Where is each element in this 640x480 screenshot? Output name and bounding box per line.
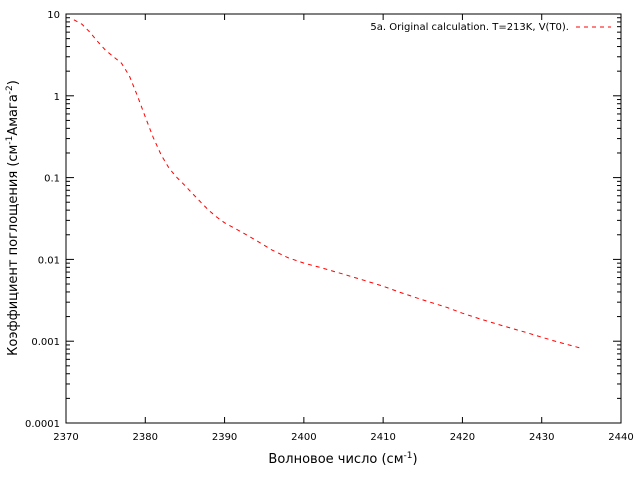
y-tick-label: 10 <box>47 10 60 21</box>
x-axis-label-sup: -1 <box>404 451 413 461</box>
x-tick-label: 2440 <box>608 432 633 443</box>
x-tick-label: 2380 <box>133 432 158 443</box>
x-tick-label: 2430 <box>529 432 554 443</box>
axis-ticks <box>65 13 622 424</box>
y-tick-label: 0.0001 <box>25 419 60 430</box>
y-tick-label: 1 <box>54 92 60 103</box>
y-axis-label-sup-1: -1 <box>5 136 15 145</box>
x-axis-label-tail: ) <box>412 452 417 467</box>
y-tick-label: 0.001 <box>31 337 60 348</box>
x-axis-label: Волновое число (см-1) <box>268 451 417 467</box>
x-tick-label: 2390 <box>212 432 237 443</box>
y-axis-label-unit: Амага <box>6 94 21 135</box>
x-tick-label: 2400 <box>291 432 316 443</box>
y-tick-label: 0.01 <box>38 255 60 266</box>
y-tick-labels: 10 1 0.1 0.01 0.001 0.0001 <box>25 10 60 430</box>
legend: 5a. Original calculation. T=213K, V(T0). <box>370 22 611 33</box>
legend-label: 5a. Original calculation. T=213K, V(T0). <box>370 22 569 33</box>
y-axis-label-tail: ) <box>6 80 21 85</box>
x-tick-label: 2370 <box>53 432 78 443</box>
plot-frame <box>65 13 622 424</box>
y-tick-label: 0.1 <box>44 174 60 185</box>
y-axis-label-sup-2: -2 <box>5 85 15 94</box>
x-tick-labels: 2370 2380 2390 2400 2410 2420 2430 2440 <box>53 432 633 443</box>
series-group <box>73 19 582 349</box>
series-line <box>73 19 582 349</box>
x-tick-label: 2420 <box>450 432 475 443</box>
x-tick-label: 2410 <box>370 432 395 443</box>
y-axis-label: Коэффициент поглощения (см-1Амага-2) <box>5 80 21 356</box>
